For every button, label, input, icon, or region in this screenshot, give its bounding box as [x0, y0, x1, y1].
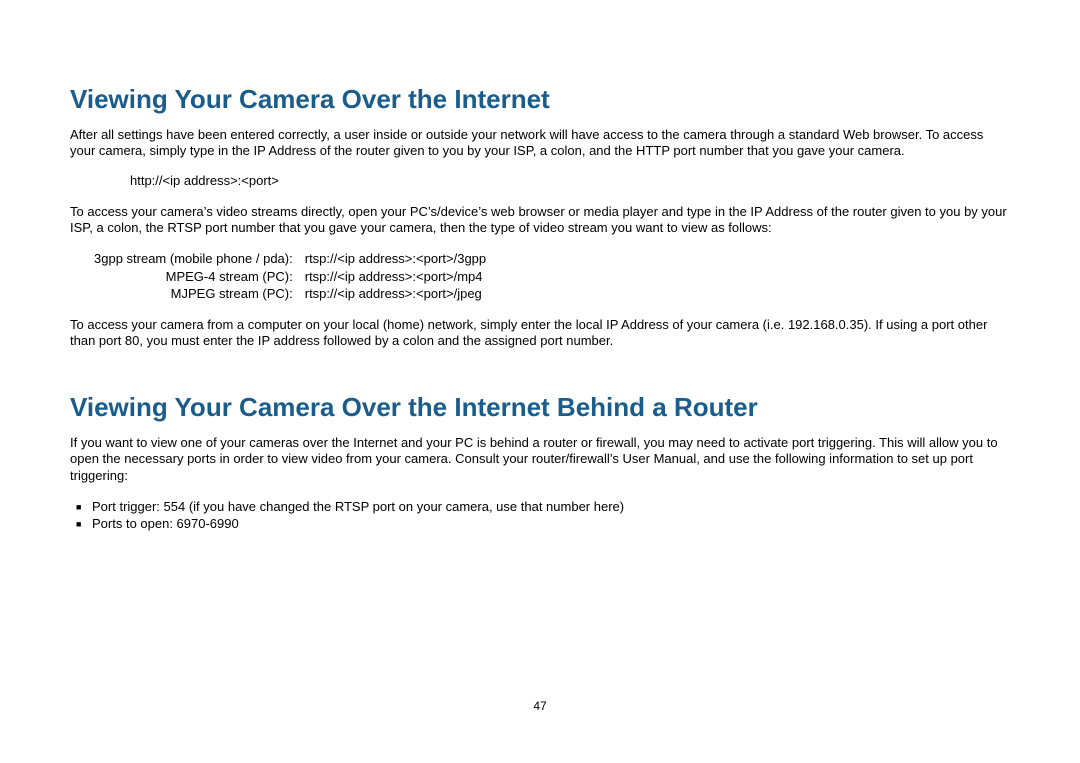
stream-label: MPEG-4 stream (PC): — [94, 268, 293, 286]
section1-heading: Viewing Your Camera Over the Internet — [70, 85, 1010, 115]
section1-para1: After all settings have been entered cor… — [70, 127, 1010, 160]
stream-label: MJPEG stream (PC): — [94, 285, 293, 303]
document-page: Viewing Your Camera Over the Internet Af… — [0, 0, 1080, 763]
stream-url: rtsp://<ip address>:<port>/mp4 — [305, 268, 486, 286]
section2-para1: If you want to view one of your cameras … — [70, 435, 1010, 484]
stream-label: 3gpp stream (mobile phone / pda): — [94, 250, 293, 268]
stream-url: rtsp://<ip address>:<port>/3gpp — [305, 250, 486, 268]
list-item: Ports to open: 6970-6990 — [92, 515, 1010, 533]
section1-para2: To access your camera’s video streams di… — [70, 204, 1010, 237]
section2-heading: Viewing Your Camera Over the Internet Be… — [70, 393, 1010, 423]
stream-url: rtsp://<ip address>:<port>/jpeg — [305, 285, 486, 303]
page-number: 47 — [0, 699, 1080, 713]
section1-para3: To access your camera from a computer on… — [70, 317, 1010, 350]
list-item: Port trigger: 554 (if you have changed t… — [92, 498, 1010, 516]
port-trigger-list: Port trigger: 554 (if you have changed t… — [92, 498, 1010, 533]
stream-url-table: 3gpp stream (mobile phone / pda): rtsp:/… — [94, 250, 1010, 303]
http-url-example: http://<ip address>:<port> — [130, 173, 1010, 189]
